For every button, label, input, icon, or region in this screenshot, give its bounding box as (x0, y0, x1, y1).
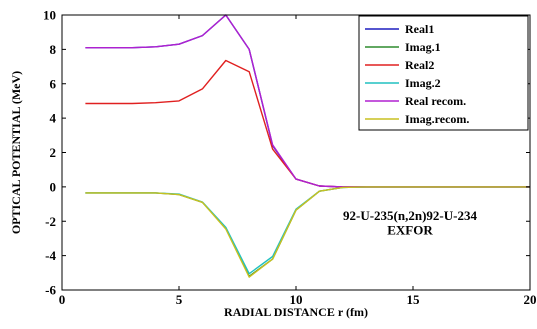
series-line-imag-recom (85, 186, 530, 278)
plot-lines (85, 14, 530, 278)
legend-label: Imag.2 (405, 76, 441, 90)
x-axis-label: RADIAL DISTANCE r (fm) (224, 305, 368, 319)
x-tick-label: 15 (407, 292, 421, 307)
x-tick-label: 5 (176, 292, 183, 307)
y-tick-label: -2 (45, 214, 56, 229)
y-tick-label: 0 (50, 179, 57, 194)
legend-label: Real recom. (405, 94, 466, 108)
y-tick-label: 4 (50, 111, 57, 126)
legend-label: Real2 (405, 58, 434, 72)
y-tick-label: -6 (45, 283, 56, 298)
annotation-text: EXFOR (387, 223, 433, 238)
legend-box (358, 15, 529, 131)
annotation-text: 92-U-235(n,2n)92-U-234 (343, 208, 477, 223)
x-tick-label: 10 (290, 292, 303, 307)
legend: Real1 Imag.1 Real2 Imag.2 Real recom. Imag.re… (358, 15, 529, 131)
x-tick-label: 0 (59, 292, 66, 307)
y-tick-label: 6 (50, 76, 57, 91)
y-axis-label: OPTICAL POTENTIAL (MeV) (9, 71, 23, 234)
y-tick-label: -4 (45, 248, 56, 263)
ticks: 0 5 10 15 20 -6 -4 -2 0 2 4 6 8 10 (43, 8, 537, 308)
y-tick-label: 8 (50, 42, 57, 57)
legend-label: Real1 (405, 22, 434, 36)
x-tick-label: 20 (524, 292, 537, 307)
legend-label: Imag.recom. (405, 112, 469, 126)
y-tick-label: 10 (43, 8, 56, 23)
legend-label: Imag.1 (405, 40, 441, 54)
y-tick-label: 2 (50, 145, 57, 160)
